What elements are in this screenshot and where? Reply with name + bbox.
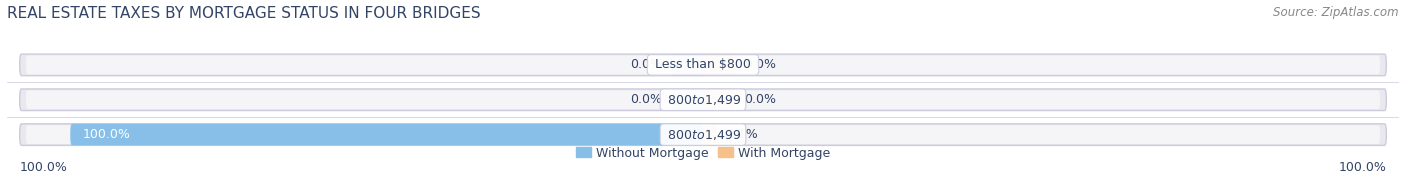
Text: 0.0%: 0.0% bbox=[744, 93, 776, 106]
Legend: Without Mortgage, With Mortgage: Without Mortgage, With Mortgage bbox=[571, 142, 835, 164]
FancyBboxPatch shape bbox=[70, 124, 703, 145]
FancyBboxPatch shape bbox=[25, 55, 1381, 74]
Text: 100.0%: 100.0% bbox=[20, 161, 67, 174]
Text: Source: ZipAtlas.com: Source: ZipAtlas.com bbox=[1274, 6, 1399, 19]
FancyBboxPatch shape bbox=[20, 54, 1386, 76]
FancyBboxPatch shape bbox=[703, 54, 734, 76]
FancyBboxPatch shape bbox=[20, 89, 1386, 111]
Text: 0.0%: 0.0% bbox=[630, 58, 662, 71]
FancyBboxPatch shape bbox=[25, 125, 1381, 144]
FancyBboxPatch shape bbox=[703, 89, 734, 111]
Text: $800 to $1,499: $800 to $1,499 bbox=[664, 93, 742, 107]
FancyBboxPatch shape bbox=[672, 89, 703, 111]
Text: Less than $800: Less than $800 bbox=[651, 58, 755, 71]
Text: 2.1%: 2.1% bbox=[725, 128, 758, 141]
Text: 100.0%: 100.0% bbox=[1339, 161, 1386, 174]
Text: REAL ESTATE TAXES BY MORTGAGE STATUS IN FOUR BRIDGES: REAL ESTATE TAXES BY MORTGAGE STATUS IN … bbox=[7, 6, 481, 21]
Text: 0.0%: 0.0% bbox=[744, 58, 776, 71]
Text: 100.0%: 100.0% bbox=[83, 128, 131, 141]
FancyBboxPatch shape bbox=[672, 54, 703, 76]
FancyBboxPatch shape bbox=[20, 124, 1386, 145]
FancyBboxPatch shape bbox=[25, 90, 1381, 109]
Text: 0.0%: 0.0% bbox=[630, 93, 662, 106]
FancyBboxPatch shape bbox=[703, 124, 716, 145]
Text: $800 to $1,499: $800 to $1,499 bbox=[664, 128, 742, 142]
